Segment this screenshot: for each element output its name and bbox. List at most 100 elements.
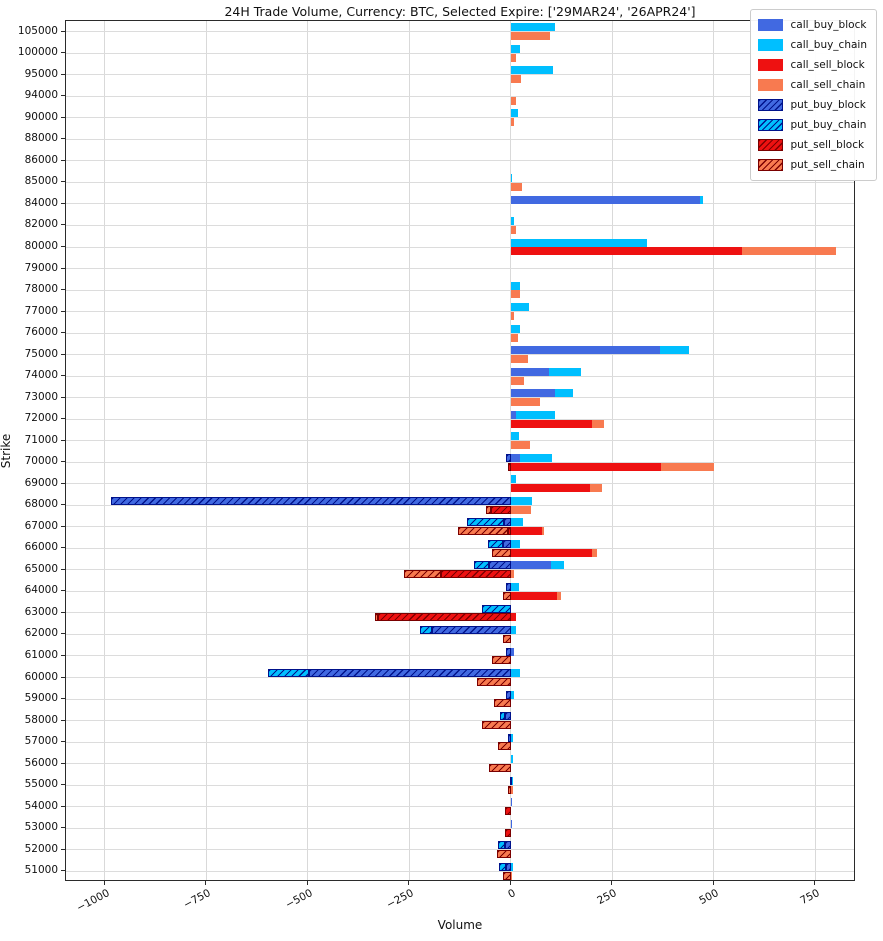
x-tick-mark (712, 881, 714, 885)
legend-label: call_sell_chain (790, 79, 866, 91)
y-tick-mark (61, 698, 65, 700)
y-gridline (66, 332, 854, 334)
bar-call_buy_chain (510, 862, 514, 871)
y-tick-label: 58000 (24, 713, 58, 726)
y-tick-label: 70000 (24, 455, 58, 468)
y-tick-label: 54000 (24, 799, 58, 812)
legend-swatch-put_sell_chain (758, 159, 784, 171)
bar-call_buy_block (510, 561, 551, 570)
x-axis-label: Volume (437, 918, 483, 932)
bar-put_sell_chain (457, 527, 508, 536)
y-tick-label: 52000 (24, 842, 58, 855)
bar-call_sell_chain (510, 75, 522, 84)
y-tick-label: 56000 (24, 756, 58, 769)
y-gridline (66, 698, 854, 700)
y-tick-mark (61, 353, 65, 355)
y-tick-mark (61, 375, 65, 377)
bar-call_sell_block (510, 613, 516, 622)
bar-call_buy_chain (555, 389, 573, 398)
y-tick-mark (61, 246, 65, 247)
bar-call_sell_chain (510, 871, 513, 880)
y-tick-mark (61, 611, 65, 613)
y-gridline (66, 160, 854, 162)
y-tick-mark (61, 654, 65, 656)
bar-put_buy_block (505, 690, 511, 699)
bar-call_buy_chain (510, 281, 520, 290)
y-tick-mark (61, 805, 65, 807)
x-gridline (713, 21, 715, 880)
bar-call_sell_chain (591, 548, 597, 557)
legend-item-call_sell_chain: call_sell_chain (758, 75, 867, 95)
y-tick-label: 69000 (24, 476, 58, 489)
bar-call_sell_block (510, 484, 590, 493)
bar-call_buy_chain (510, 475, 516, 484)
bar-put_sell_chain (503, 871, 511, 880)
y-tick-mark (61, 332, 65, 334)
y-gridline (66, 397, 854, 399)
bar-put_sell_chain (477, 677, 511, 686)
bar-put_buy_chain (420, 626, 433, 635)
bar-call_buy_chain (660, 346, 690, 355)
y-tick-label: 79000 (24, 261, 58, 274)
bar-call_sell_chain (541, 527, 545, 536)
y-tick-mark (61, 633, 65, 635)
y-tick-label: 95000 (24, 67, 58, 80)
y-tick-label: 59000 (24, 692, 58, 705)
legend-label: put_buy_chain (790, 119, 867, 131)
bar-call_sell_chain (510, 53, 517, 62)
y-tick-label: 73000 (24, 390, 58, 403)
bar-put_sell_block (377, 613, 511, 622)
y-tick-mark (61, 159, 65, 161)
bar-put_buy_chain (267, 669, 310, 678)
y-gridline (66, 612, 854, 614)
y-tick-mark (61, 590, 65, 592)
y-gridline (66, 224, 854, 226)
y-tick-label: 61000 (24, 648, 58, 661)
bar-put_buy_block (503, 518, 511, 527)
y-gridline (66, 117, 854, 119)
y-tick-label: 68000 (24, 498, 58, 511)
bar-put_sell_block (440, 570, 511, 579)
bar-put_sell_chain (403, 570, 441, 579)
legend-label: call_buy_chain (790, 39, 867, 51)
y-tick-label: 90000 (24, 110, 58, 123)
bar-call_buy_block (510, 453, 521, 462)
bar-put_buy_block (110, 496, 511, 505)
bar-call_sell_chain (589, 484, 603, 493)
x-gridline (205, 21, 207, 880)
y-tick-mark (61, 762, 65, 764)
legend-item-put_buy_block: put_buy_block (758, 95, 867, 115)
x-gridline (814, 21, 816, 880)
y-tick-label: 75000 (24, 347, 58, 360)
bar-call_buy_block (510, 195, 700, 204)
y-tick-label: 51000 (24, 864, 58, 877)
y-tick-mark (61, 504, 65, 506)
y-tick-mark (61, 741, 65, 743)
x-gridline (104, 21, 106, 880)
x-tick-mark (103, 881, 105, 885)
y-tick-mark (61, 95, 65, 97)
y-gridline (66, 289, 854, 291)
bar-call_sell_chain (510, 355, 529, 364)
bar-call_buy_chain (510, 583, 519, 591)
y-gridline (66, 655, 854, 657)
legend-item-call_buy_block: call_buy_block (758, 15, 867, 35)
y-tick-label: 84000 (24, 196, 58, 209)
bar-call_sell_chain (510, 290, 520, 299)
y-gridline (66, 784, 854, 786)
bar-call_sell_chain (510, 505, 531, 514)
bar-call_buy_chain (510, 539, 521, 548)
bar-put_buy_block (509, 776, 512, 785)
bar-put_sell_chain (503, 634, 511, 643)
bar-call_sell_chain (661, 462, 714, 471)
bar-call_sell_block (510, 247, 743, 256)
x-gridline (611, 21, 613, 880)
legend-label: put_buy_block (790, 99, 866, 111)
bar-put_sell_chain (374, 613, 378, 622)
bar-call_sell_chain (510, 311, 515, 320)
y-gridline (66, 52, 854, 54)
bar-call_sell_chain (510, 182, 522, 191)
bar-call_buy_chain (510, 324, 520, 333)
plot-area (65, 20, 855, 881)
